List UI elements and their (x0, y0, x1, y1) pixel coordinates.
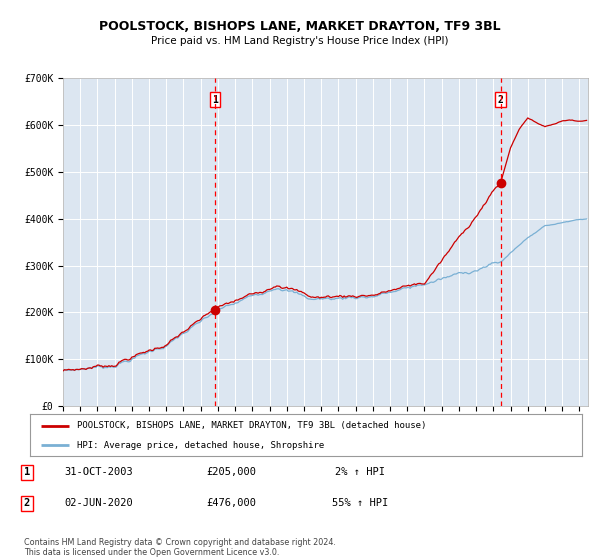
Text: Contains HM Land Registry data © Crown copyright and database right 2024.
This d: Contains HM Land Registry data © Crown c… (24, 538, 336, 557)
Text: 1: 1 (24, 467, 30, 477)
Text: POOLSTOCK, BISHOPS LANE, MARKET DRAYTON, TF9 3BL: POOLSTOCK, BISHOPS LANE, MARKET DRAYTON,… (99, 20, 501, 32)
Text: HPI: Average price, detached house, Shropshire: HPI: Average price, detached house, Shro… (77, 441, 324, 450)
Text: 02-JUN-2020: 02-JUN-2020 (65, 498, 133, 508)
Text: 2: 2 (24, 498, 30, 508)
Text: 1: 1 (212, 95, 218, 105)
Text: POOLSTOCK, BISHOPS LANE, MARKET DRAYTON, TF9 3BL (detached house): POOLSTOCK, BISHOPS LANE, MARKET DRAYTON,… (77, 421, 426, 430)
Text: 31-OCT-2003: 31-OCT-2003 (65, 467, 133, 477)
Text: Price paid vs. HM Land Registry's House Price Index (HPI): Price paid vs. HM Land Registry's House … (151, 36, 449, 46)
Text: £476,000: £476,000 (206, 498, 256, 508)
Text: £205,000: £205,000 (206, 467, 256, 477)
Text: 2% ↑ HPI: 2% ↑ HPI (335, 467, 385, 477)
Text: 55% ↑ HPI: 55% ↑ HPI (332, 498, 388, 508)
Text: 2: 2 (497, 95, 503, 105)
